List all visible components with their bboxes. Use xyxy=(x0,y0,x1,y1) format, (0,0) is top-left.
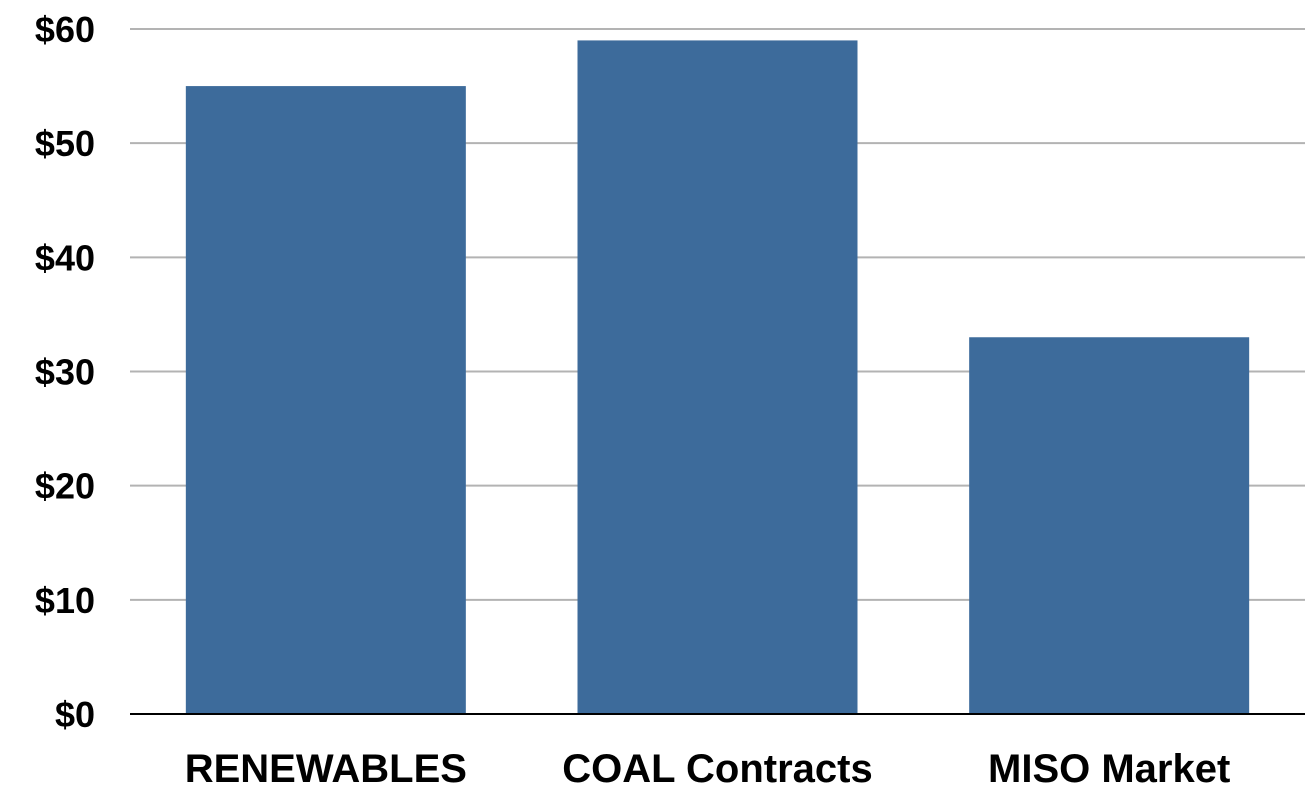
bar-coal-contracts xyxy=(577,40,858,714)
category-labels: RENEWABLES COAL Contracts MISO Market xyxy=(185,747,1231,785)
y-tick-label: $40 xyxy=(35,237,95,278)
y-tick-label: $60 xyxy=(35,9,95,50)
category-label: RENEWABLES xyxy=(185,747,467,785)
bar-renewables xyxy=(185,86,466,715)
y-tick-label: $0 xyxy=(55,694,95,735)
y-tick-label: $10 xyxy=(35,580,95,621)
bars xyxy=(185,40,1250,715)
y-tick-labels: $0 $10 $20 $30 $40 $50 $60 xyxy=(35,9,95,735)
category-label: MISO Market xyxy=(988,747,1230,785)
y-tick-label: $20 xyxy=(35,466,95,507)
y-tick-label: $30 xyxy=(35,352,95,393)
y-tick-label: $50 xyxy=(35,123,95,164)
category-label: COAL Contracts xyxy=(562,747,872,785)
bar-miso-market xyxy=(969,337,1250,714)
